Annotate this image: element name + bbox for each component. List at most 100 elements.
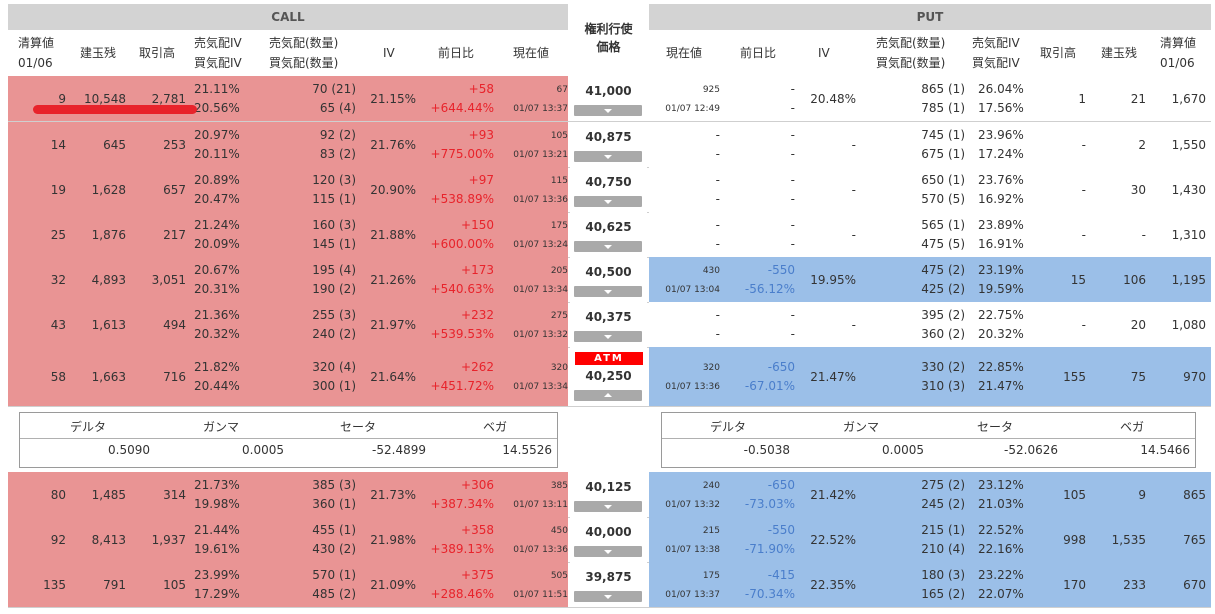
put-last: 925 [702, 85, 720, 95]
call-settle: 9 [58, 92, 66, 106]
expand-greeks-button[interactable] [574, 241, 642, 252]
put-greeks-divider [662, 438, 1195, 439]
put-row-background[interactable] [649, 302, 1211, 347]
chevron-down-icon [604, 550, 612, 554]
call-last: 385 [550, 481, 568, 491]
strike-price: 40,125 [585, 480, 632, 494]
collapse-greeks-button[interactable] [574, 390, 642, 401]
call-ask: 92 (2) [319, 128, 356, 142]
option-row: 80 1,485 314 21.73% 19.98% 385 (3) 360 (1) 21.7… [0, 472, 1215, 518]
put-vega-value: 14.5466 [1140, 443, 1190, 457]
put-col-iv[interactable]: IV [818, 46, 830, 60]
put-col-volume[interactable]: 取引高 [1040, 46, 1077, 60]
expand-greeks-button[interactable] [574, 105, 642, 116]
call-last: 275 [550, 311, 568, 321]
expand-greeks-button[interactable] [574, 196, 642, 207]
call-change: +306 [461, 478, 494, 492]
call-col-settle[interactable]: 清算値 01/06 [18, 30, 54, 76]
call-bid-iv: 19.61% [194, 542, 240, 556]
row-divider [8, 121, 1211, 122]
strike-price: 40,625 [585, 220, 632, 234]
call-col-iv[interactable]: IV [383, 46, 395, 60]
put-ask-iv: 23.89% [978, 218, 1024, 232]
call-open-interest: 4,893 [91, 273, 126, 287]
call-last: 320 [550, 363, 568, 373]
call-row-background[interactable] [8, 167, 568, 212]
put-change-pct: -70.34% [744, 587, 795, 601]
call-theta-label: セータ [340, 420, 377, 434]
call-volume: 494 [163, 318, 186, 332]
call-col-iv-quotes[interactable]: 売気配IV 買気配IV [194, 30, 242, 76]
call-col-last[interactable]: 現在値 [513, 46, 550, 60]
expand-greeks-button[interactable] [574, 501, 642, 512]
put-col-quotes[interactable]: 売気配(数量) 買気配(数量) [876, 30, 945, 76]
call-row-background[interactable] [8, 472, 568, 517]
put-col-last[interactable]: 現在値 [666, 46, 703, 60]
call-bid-iv: 20.09% [194, 237, 240, 251]
put-row-background[interactable] [649, 257, 1211, 302]
call-bid-iv: 20.47% [194, 192, 240, 206]
put-row-background[interactable] [649, 347, 1211, 406]
chevron-down-icon [604, 335, 612, 339]
row-divider [8, 406, 1211, 407]
call-row-background[interactable] [8, 562, 568, 607]
expand-greeks-button[interactable] [574, 331, 642, 342]
put-col-iv-quotes[interactable]: 売気配IV 買気配IV [972, 30, 1020, 76]
put-bid-iv: 21.47% [978, 379, 1024, 393]
put-settle: 1,550 [1171, 138, 1206, 152]
call-ask: 455 (1) [312, 523, 356, 537]
call-volume: 314 [163, 488, 186, 502]
call-row-background[interactable] [8, 347, 568, 406]
put-col-settle[interactable]: 清算値 01/06 [1160, 30, 1196, 76]
call-row-background[interactable] [8, 257, 568, 302]
put-volume: - [1081, 228, 1086, 242]
call-section-header: CALL [8, 4, 568, 30]
put-last: 240 [702, 481, 720, 491]
call-row-background[interactable] [8, 302, 568, 347]
call-row-background[interactable] [8, 517, 568, 562]
expand-greeks-button[interactable] [574, 151, 642, 162]
call-gamma-label: ガンマ [203, 420, 240, 434]
put-row-background[interactable] [649, 76, 1211, 121]
call-last: 67 [556, 85, 568, 95]
expand-greeks-button[interactable] [574, 546, 642, 557]
put-settle: 670 [1183, 578, 1206, 592]
call-open-interest: 645 [103, 138, 126, 152]
put-row-background[interactable] [649, 517, 1211, 562]
put-col-oi[interactable]: 建玉残 [1101, 46, 1138, 60]
put-row-background[interactable] [649, 167, 1211, 212]
call-last-time: 01/07 11:51 [513, 590, 568, 600]
chevron-down-icon [604, 109, 612, 113]
call-change: +150 [461, 218, 494, 232]
call-col-quotes[interactable]: 売気配(数量) 買気配(数量) [269, 30, 338, 76]
put-row-background[interactable] [649, 122, 1211, 167]
put-change-pct: - [790, 101, 795, 115]
call-row-background[interactable] [8, 212, 568, 257]
call-ask-iv: 23.99% [194, 568, 240, 582]
expand-greeks-button[interactable] [574, 591, 642, 602]
call-iv: 21.97% [370, 318, 416, 332]
call-greeks-panel: デルタ ガンマ セータ ベガ 0.5090 0.0005 -52.4899 14… [19, 412, 558, 468]
call-last-time: 01/07 13:11 [513, 500, 568, 510]
call-iv: 21.09% [370, 578, 416, 592]
put-last-time: - [715, 147, 720, 161]
put-change-pct: -73.03% [744, 497, 795, 511]
option-row: 58 1,663 716 21.82% 20.44% 320 (4) 300 (1) 21.6… [0, 347, 1215, 407]
put-change: - [790, 173, 795, 187]
option-row: 32 4,893 3,051 20.67% 20.31% 195 (4) 190 (2) 21… [0, 257, 1215, 303]
put-ask: 565 (1) [921, 218, 965, 232]
option-row: 9 10,548 2,781 21.11% 20.56% 70 (21) 65 (4) 21.… [0, 76, 1215, 122]
put-row-background[interactable] [649, 212, 1211, 257]
call-col-change[interactable]: 前日比 [438, 46, 475, 60]
call-col-oi[interactable]: 建玉残 [80, 46, 117, 60]
put-col-change[interactable]: 前日比 [740, 46, 777, 60]
put-bid-iv: 22.16% [978, 542, 1024, 556]
call-col-volume[interactable]: 取引高 [139, 46, 176, 60]
call-volume: 716 [163, 370, 186, 384]
put-row-background[interactable] [649, 562, 1211, 607]
put-row-background[interactable] [649, 472, 1211, 517]
call-row-background[interactable] [8, 122, 568, 167]
expand-greeks-button[interactable] [574, 286, 642, 297]
strike-price: 40,750 [585, 175, 632, 189]
